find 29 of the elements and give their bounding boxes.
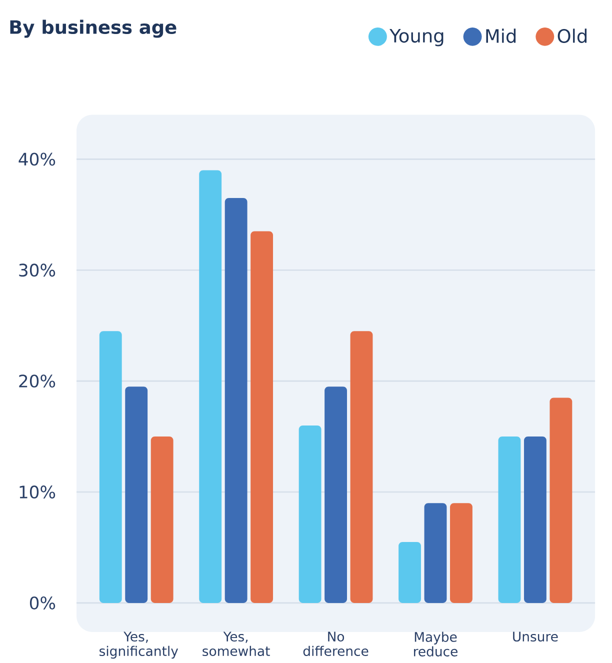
bar (498, 436, 521, 603)
bar (450, 503, 473, 603)
legend-label: Mid (486, 28, 516, 43)
bar (350, 331, 373, 603)
bar (324, 386, 348, 603)
y-tick-label: 30% (19, 264, 56, 277)
bar (250, 231, 274, 603)
legend-label: Young (390, 28, 444, 46)
x-tick-label: Yes, significantly (100, 632, 178, 659)
chart-title: By business age (10, 20, 176, 38)
bar (398, 542, 422, 603)
x-tick-label: Maybe reduce (414, 632, 458, 656)
legend-label: Old (558, 28, 587, 43)
bar (299, 425, 322, 603)
bar (424, 503, 447, 603)
bar (125, 386, 148, 603)
y-tick-label: 40% (18, 152, 56, 166)
y-tick-label: 10% (20, 486, 56, 499)
bar (100, 331, 122, 603)
x-tick-label: No difference (304, 632, 368, 656)
bar (199, 170, 222, 603)
bar (550, 398, 572, 603)
bar (524, 436, 547, 603)
x-tick-label: Unsure (513, 632, 558, 642)
y-tick-label: 20% (19, 374, 56, 388)
x-tick-label: Yes, somewhat (202, 632, 270, 656)
y-tick-label: 0% (30, 596, 56, 610)
bar (151, 436, 174, 603)
bar (225, 198, 248, 603)
